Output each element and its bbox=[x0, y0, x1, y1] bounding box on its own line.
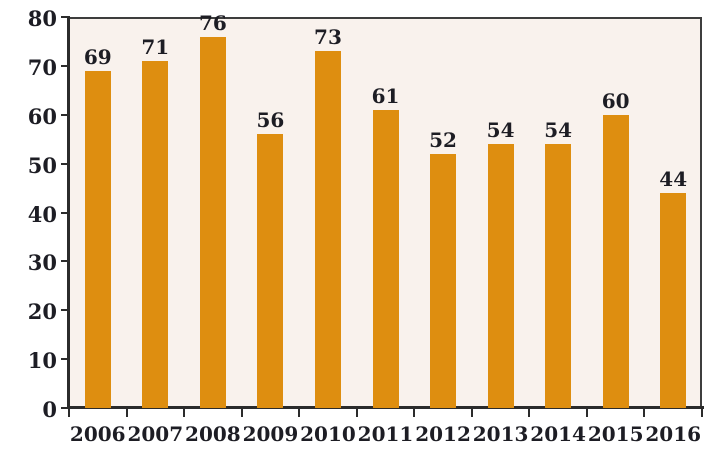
y-axis-tick-label: 40 bbox=[27, 201, 57, 227]
y-axis-tick-label: 10 bbox=[27, 348, 57, 374]
x-axis-tick bbox=[355, 409, 358, 417]
x-axis-category-label: 2015 bbox=[587, 422, 644, 446]
bar-value-label: 71 bbox=[141, 34, 170, 59]
x-axis-tick bbox=[470, 409, 473, 417]
bar bbox=[430, 153, 457, 408]
y-axis-tick bbox=[61, 162, 69, 165]
x-axis-tick bbox=[701, 409, 703, 417]
y-axis-tick-label: 80 bbox=[27, 6, 57, 31]
x-axis-tick bbox=[413, 409, 416, 417]
bar bbox=[142, 60, 169, 408]
x-axis-category-label: 2009 bbox=[242, 422, 299, 446]
y-axis-tick bbox=[61, 113, 69, 116]
bar-value-label: 44 bbox=[659, 166, 688, 191]
y-axis-tick bbox=[61, 407, 69, 409]
bar-value-label: 54 bbox=[486, 118, 515, 143]
y-axis-tick bbox=[61, 358, 69, 361]
bar bbox=[257, 134, 284, 408]
x-axis-tick bbox=[68, 409, 70, 417]
bar bbox=[84, 70, 111, 408]
bar-value-label: 73 bbox=[314, 25, 342, 50]
y-axis-tick bbox=[61, 260, 69, 263]
x-axis-tick bbox=[125, 409, 128, 417]
bar bbox=[602, 114, 629, 408]
bar bbox=[372, 109, 399, 408]
y-axis-tick-label: 60 bbox=[27, 103, 57, 129]
y-axis-tick-label: 0 bbox=[42, 397, 57, 422]
y-axis-tick-label: 30 bbox=[27, 250, 57, 276]
x-axis-category-label: 2011 bbox=[357, 422, 414, 446]
x-axis-category-label: 2008 bbox=[185, 422, 241, 446]
bar-value-label: 61 bbox=[371, 83, 400, 108]
bar bbox=[199, 36, 226, 408]
x-axis-category-label: 2014 bbox=[530, 422, 586, 446]
bar-value-label: 76 bbox=[198, 10, 227, 35]
y-axis-tick bbox=[61, 64, 69, 67]
x-axis-category-label: 2016 bbox=[645, 422, 702, 446]
x-axis-tick bbox=[298, 409, 301, 417]
x-axis-tick bbox=[183, 409, 186, 417]
x-axis-category-label: 2012 bbox=[415, 422, 471, 446]
y-axis-tick-label: 20 bbox=[27, 299, 57, 325]
x-axis-category-label: 2007 bbox=[127, 422, 184, 446]
bar-value-label: 69 bbox=[83, 44, 112, 69]
bar bbox=[314, 51, 341, 408]
y-axis-tick-label: 50 bbox=[27, 152, 57, 178]
x-axis-tick bbox=[643, 409, 646, 417]
x-axis-category-label: 2013 bbox=[472, 422, 529, 446]
bar-value-label: 52 bbox=[429, 127, 457, 152]
x-axis-category-label: 2006 bbox=[69, 422, 126, 446]
bar-value-label: 60 bbox=[601, 88, 630, 113]
x-axis-tick bbox=[240, 409, 243, 417]
y-axis-tick bbox=[61, 309, 69, 312]
y-axis-tick bbox=[61, 211, 69, 214]
bar bbox=[487, 144, 514, 408]
y-axis-tick bbox=[61, 16, 69, 18]
x-axis-tick bbox=[585, 409, 588, 417]
bar-value-label: 56 bbox=[256, 108, 285, 133]
x-axis-tick bbox=[528, 409, 531, 417]
x-axis-category-label: 2010 bbox=[300, 422, 356, 446]
y-axis-tick-label: 70 bbox=[27, 54, 57, 80]
bar-value-label: 54 bbox=[544, 118, 573, 143]
bar bbox=[545, 144, 572, 408]
bar bbox=[660, 192, 687, 408]
